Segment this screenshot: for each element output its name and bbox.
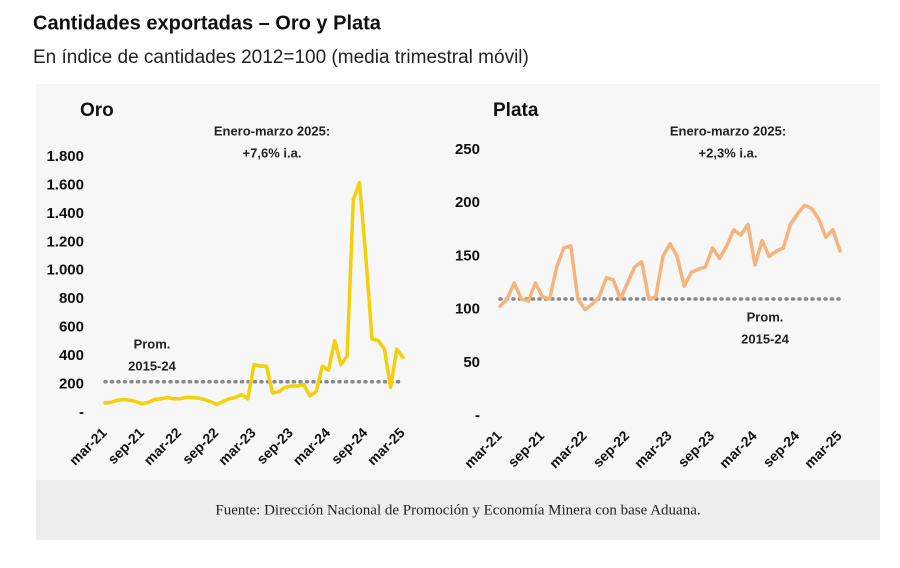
panel-title: Plata [493,100,539,121]
source: Fuente: Dirección Nacional de Promoción … [215,502,700,518]
y-tick-label: 1.800 [46,148,84,165]
y-tick-label: 1.400 [46,205,84,222]
y-tick-label: 200 [59,376,84,393]
y-tick-label: 800 [59,290,84,307]
reference-label: Prom. [134,336,171,351]
reference-label: 2015-24 [741,331,789,346]
y-tick-label: 1.600 [46,176,84,193]
source-background [36,480,880,540]
y-tick-label: 250 [455,141,480,158]
annotation: +2,3% i.a. [699,145,758,160]
y-tick-label: 400 [59,347,84,364]
annotation: Enero-marzo 2025: [670,123,786,138]
reference-label: Prom. [747,309,784,324]
y-tick-label: 1.000 [46,262,84,279]
title: Cantidades exportadas – Oro y Plata [33,12,382,34]
annotation: Enero-marzo 2025: [214,123,330,138]
y-tick-label: - [475,407,480,424]
data-line [498,203,842,312]
panel-title: Oro [80,100,114,121]
y-tick-label: 100 [455,301,480,318]
y-tick-label: 200 [455,194,480,211]
data-line [103,180,405,407]
reference-label: 2015-24 [128,358,176,373]
annotation: +7,6% i.a. [243,145,302,160]
y-tick-label: 1.200 [46,233,84,250]
y-tick-label: - [79,404,84,421]
subtitle: En índice de cantidades 2012=100 (media … [33,47,529,68]
y-tick-label: 600 [59,319,84,336]
y-tick-label: 150 [455,247,480,264]
panel-background [36,84,880,480]
y-tick-label: 50 [463,354,480,371]
